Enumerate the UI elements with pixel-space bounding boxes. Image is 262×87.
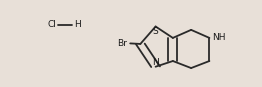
Text: Br: Br — [118, 39, 127, 48]
Text: Cl: Cl — [48, 20, 57, 29]
Text: NH: NH — [212, 33, 226, 42]
Text: S: S — [153, 27, 159, 36]
Text: N: N — [152, 58, 159, 67]
Text: H: H — [74, 20, 81, 29]
